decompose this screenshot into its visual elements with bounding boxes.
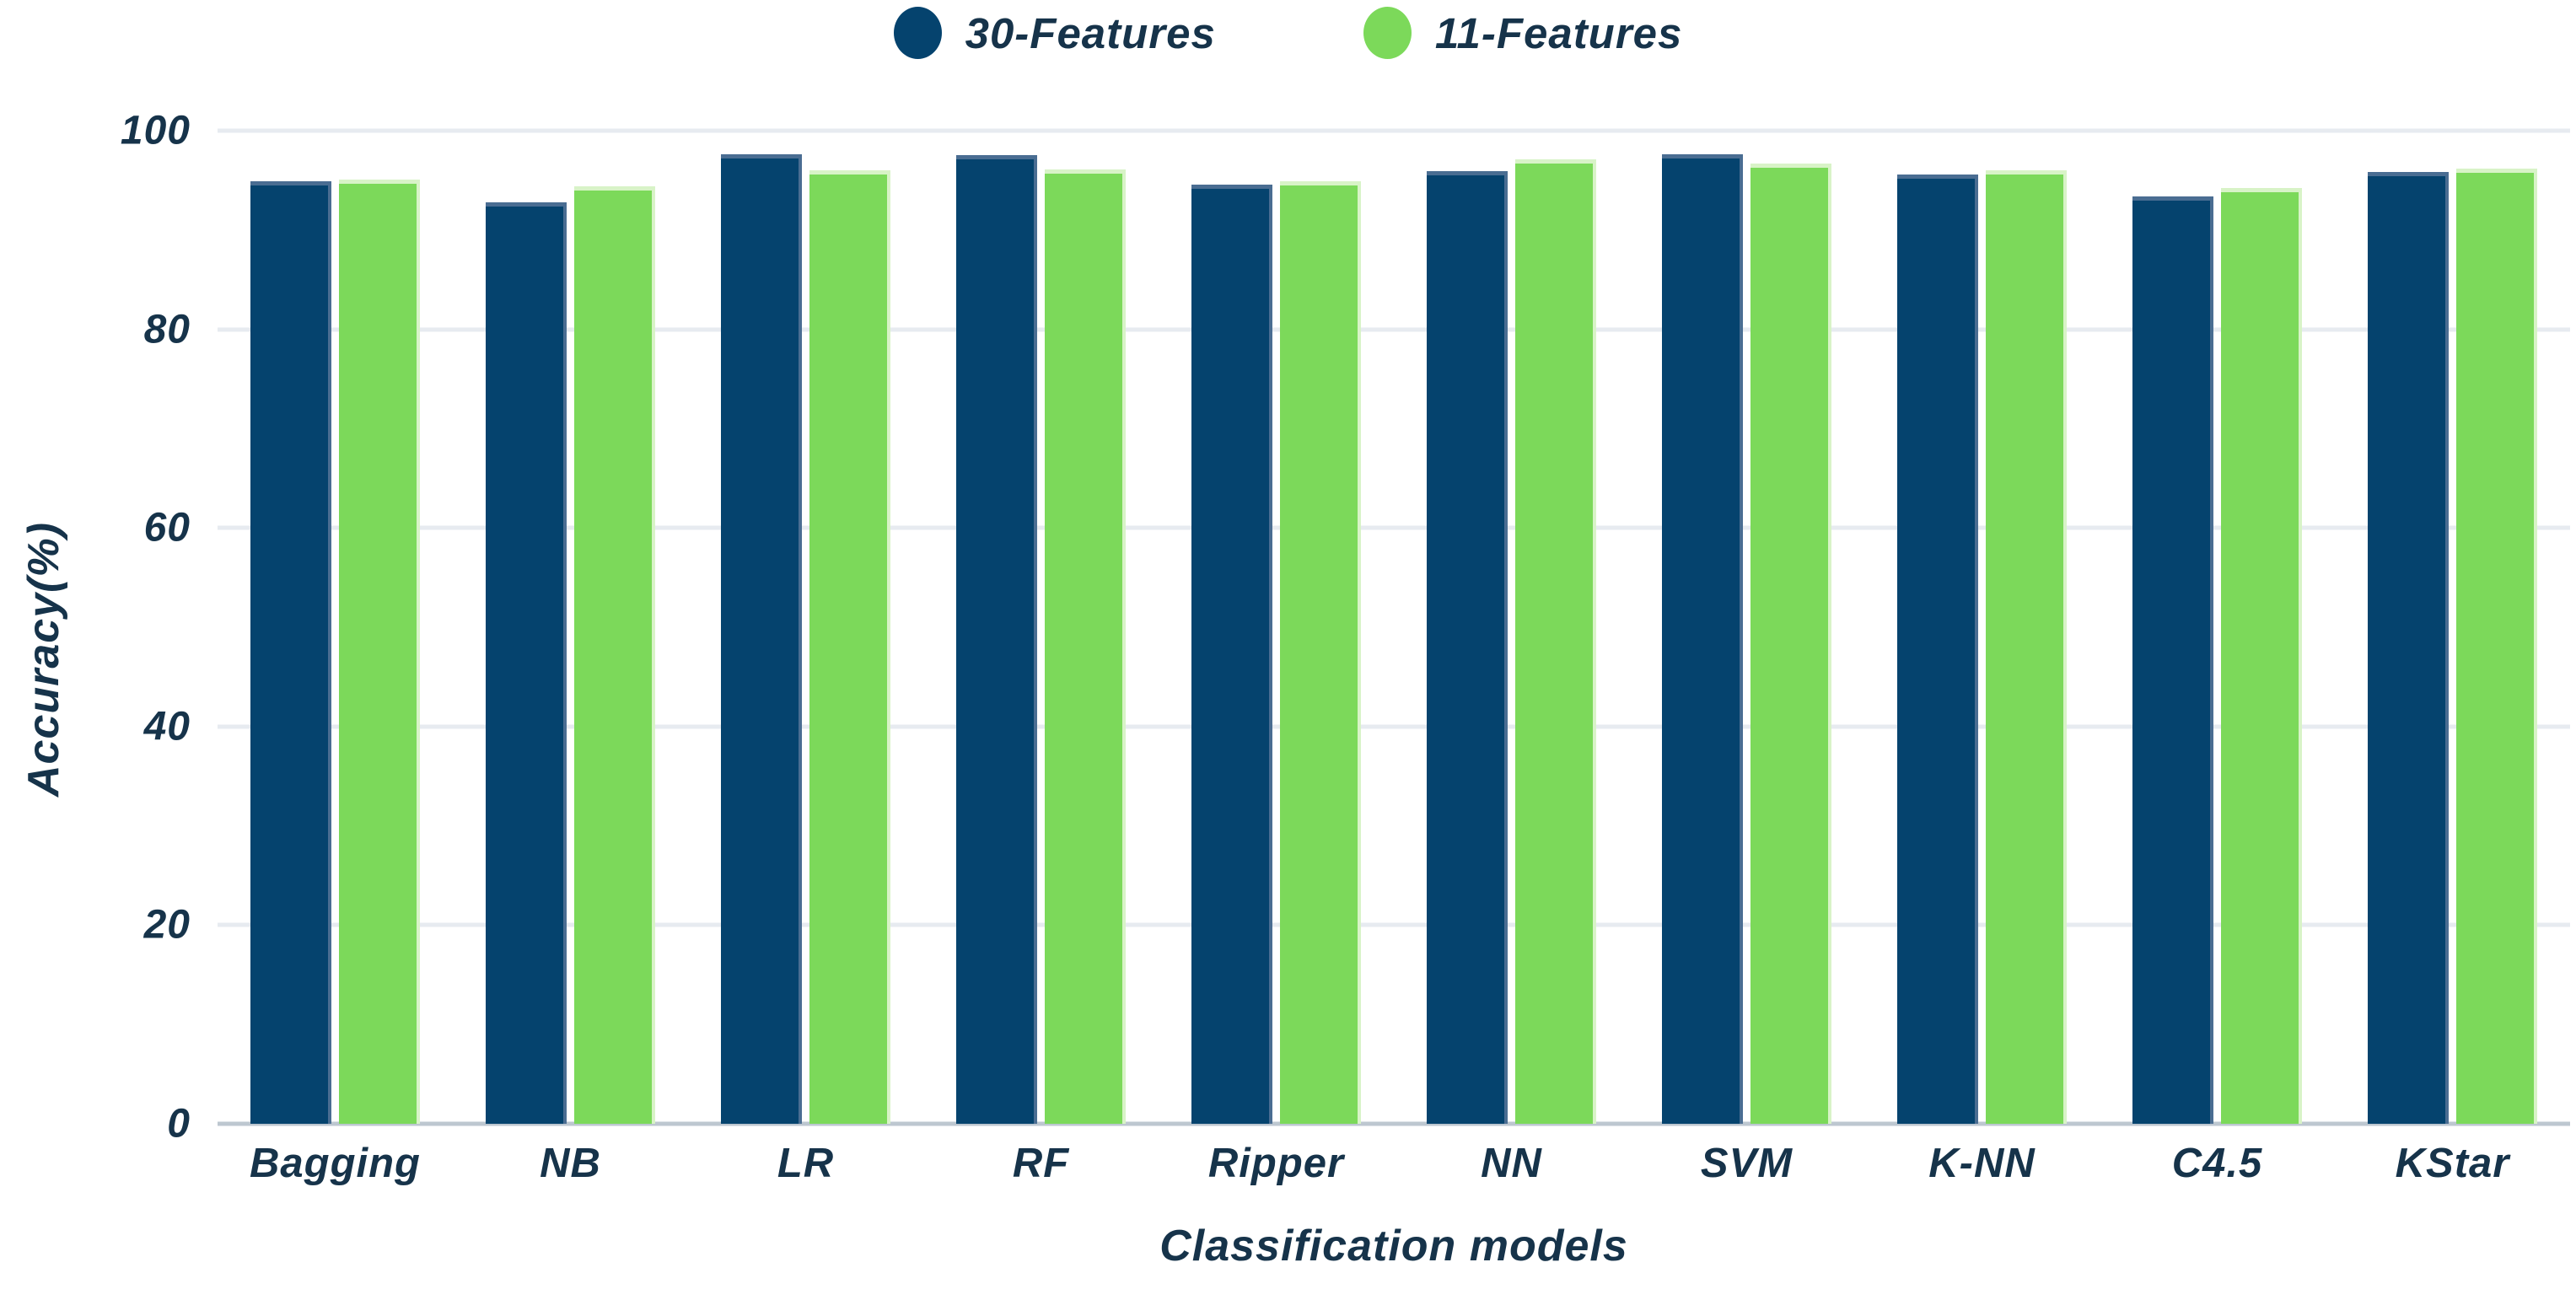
legend-label: 30-Features <box>965 8 1216 57</box>
y-tick-60: 60 <box>143 505 191 551</box>
y-tick-0: 0 <box>167 1101 191 1147</box>
bar-11-features-svm <box>1750 163 1831 1124</box>
x-label-ripper: Ripper <box>1207 1141 1345 1186</box>
x-label-bagging: Bagging <box>250 1141 421 1186</box>
gridline-60 <box>218 525 2570 530</box>
gridline-80 <box>218 327 2570 332</box>
gridline-20 <box>218 922 2570 927</box>
x-label-nb: NB <box>540 1141 601 1186</box>
bar-group-kstar <box>2335 131 2570 1124</box>
bar-11-features-ripper <box>1280 181 1361 1124</box>
legend: 30-Features 11-Features <box>0 7 2576 59</box>
bar-30-features-kstar <box>2368 172 2449 1124</box>
bar-group-ripper <box>1159 131 1394 1124</box>
legend-dot-11-features <box>1363 7 1412 59</box>
bar-11-features-nn <box>1515 159 1596 1124</box>
bar-11-features-k-nn <box>1986 170 2067 1124</box>
legend-item-11-features: 11-Features <box>1363 7 1683 59</box>
bar-30-features-k-nn <box>1897 174 1978 1124</box>
bar-11-features-c4-5 <box>2221 188 2302 1124</box>
x-label-rf: RF <box>1012 1141 1070 1186</box>
plot-area <box>218 128 2570 1126</box>
gridline-40 <box>218 724 2570 729</box>
bar-11-features-lr <box>809 170 890 1124</box>
bar-30-features-ripper <box>1191 184 1272 1124</box>
bar-group-c4-5 <box>2100 131 2335 1124</box>
y-tick-80: 80 <box>143 307 191 352</box>
gridline-100 <box>218 128 2570 133</box>
bar-group-lr <box>688 131 923 1124</box>
bar-11-features-kstar <box>2456 168 2537 1124</box>
legend-item-30-features: 30-Features <box>893 7 1216 59</box>
bar-group-k-nn <box>1864 131 2100 1124</box>
legend-label: 11-Features <box>1434 8 1683 57</box>
bar-30-features-lr <box>721 154 802 1124</box>
bar-group-nn <box>1394 131 1629 1124</box>
bar-30-features-bagging <box>250 181 331 1124</box>
x-label-k-nn: K-NN <box>1928 1141 2036 1186</box>
x-label-kstar: KStar <box>2395 1141 2510 1186</box>
x-axis-title: Classification models <box>1159 1222 1628 1270</box>
bar-11-features-bagging <box>339 179 420 1124</box>
bar-30-features-c4-5 <box>2132 196 2213 1124</box>
y-tick-20: 20 <box>143 902 191 948</box>
y-tick-40: 40 <box>143 704 191 749</box>
bar-group-bagging <box>218 131 453 1124</box>
x-axis-labels: Bagging NB LR RF Ripper NN SVM K-NN C4.5 KStar <box>218 1140 2570 1187</box>
y-axis: 0 20 40 60 80 100 <box>0 109 202 1147</box>
x-label-lr: LR <box>777 1141 835 1186</box>
bar-30-features-svm <box>1662 154 1743 1124</box>
bar-11-features-nb <box>574 185 655 1124</box>
x-label-nn: NN <box>1481 1141 1542 1186</box>
bar-30-features-nn <box>1427 171 1508 1124</box>
bar-group-svm <box>1629 131 1864 1124</box>
legend-dot-30-features <box>893 7 942 59</box>
bar-30-features-rf <box>956 155 1037 1124</box>
bar-group-nb <box>453 131 688 1124</box>
y-tick-100: 100 <box>120 108 191 153</box>
bar-30-features-nb <box>486 201 567 1124</box>
bar-group-rf <box>923 131 1159 1124</box>
x-label-svm: SVM <box>1700 1141 1794 1186</box>
x-label-c4-5: C4.5 <box>2171 1141 2263 1186</box>
axis-baseline <box>218 1121 2570 1126</box>
bar-11-features-rf <box>1045 169 1126 1124</box>
bar-groups <box>218 131 2570 1124</box>
